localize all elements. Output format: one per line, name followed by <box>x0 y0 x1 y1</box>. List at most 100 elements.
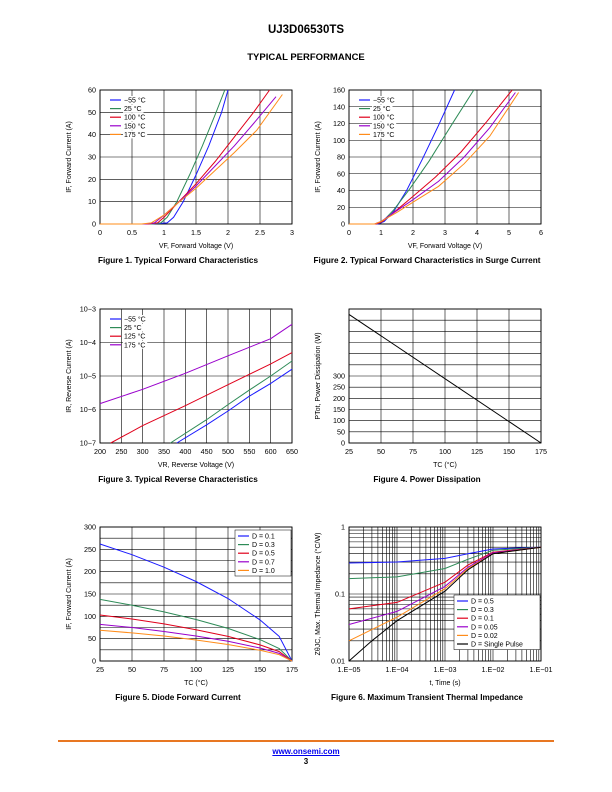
figure-3-chart: 200 250 300 350 400 450 500 550 600 650 10−7 10−6 10… <box>66 305 298 470</box>
figure-5-chart: 25 50 75 100 125 150 175 0 50 100 150 200 250 300 TC (… <box>66 523 298 688</box>
y-tick-label: 40 <box>337 186 345 195</box>
series-group <box>348 313 542 444</box>
x-tick-label: 1.E−02 <box>482 665 505 674</box>
y-tick-label: 60 <box>88 86 96 95</box>
figure-5: 25 50 75 100 125 150 175 0 50 100 150 200 250 300 TC (… <box>53 523 303 714</box>
y-tick-label: 10−7 <box>80 439 96 448</box>
x-tick-label: 50 <box>377 447 385 456</box>
legend-label-bg <box>123 96 148 104</box>
legend-label: 25 °C <box>373 105 391 113</box>
plot-frame <box>348 308 542 444</box>
y-tick-label: 10−3 <box>80 305 96 314</box>
x-tick-label: 75 <box>409 447 417 456</box>
x-tick-label: 4 <box>475 228 479 237</box>
legend-label: D = Single Pulse <box>471 642 523 649</box>
figure-3: 200 250 300 350 400 450 500 550 600 650 10−7 10−6 10… <box>53 305 303 496</box>
legend-label: 125 °C <box>124 333 145 341</box>
legend-label: D = 0.3 <box>471 607 494 614</box>
x-tick-label: 1.E−05 <box>338 665 361 674</box>
series-line-1 <box>99 598 293 662</box>
legend-label: −55 °C <box>373 97 395 105</box>
x-tick-label: 200 <box>94 447 106 456</box>
figure-1-caption: Figure 1. Typical Forward Characteristic… <box>97 256 258 265</box>
y-axis-label: IF, Forward Current (A) <box>66 558 73 630</box>
y-tick-label: 100 <box>84 612 96 621</box>
series-line-2 <box>349 89 513 225</box>
x-tick-label: 2 <box>226 228 230 237</box>
y-tick-label: 200 <box>333 394 345 403</box>
x-tick-label: 125 <box>471 447 483 456</box>
legend-label: 150 °C <box>373 122 394 130</box>
legend-label: 175 °C <box>124 131 145 139</box>
y-tick-label: 150 <box>333 405 345 414</box>
x-tick-label: 25 <box>345 447 353 456</box>
x-tick-label: 1 <box>379 228 383 237</box>
figure-2-caption: Figure 2. Typical Forward Characteristic… <box>313 256 541 265</box>
x-tick-label: 650 <box>286 447 298 456</box>
legend-label: 100 °C <box>373 114 394 122</box>
plot-frame <box>348 89 542 225</box>
y-tick-label: 0 <box>92 220 96 229</box>
y-tick-label: 50 <box>337 427 345 436</box>
figure-2: 0 1 2 3 4 5 6 0 20 40 60 80 100 120 140 160 VF, Forward … <box>302 86 552 277</box>
x-tick-label: 3 <box>443 228 447 237</box>
legend-box <box>453 594 541 650</box>
legend: D = 0.5D = 0.3 D = 0.1D = 0.05 D = 0.02 D =… <box>453 594 541 650</box>
x-tick-label: 250 <box>115 447 127 456</box>
y-tick-label: 0.1 <box>335 590 345 599</box>
legend: D = 0.1D = 0.3 D = 0.5D = 0.7 D = 1.0 <box>234 529 292 577</box>
x-tick-label: 25 <box>96 665 104 674</box>
series-group <box>99 323 293 444</box>
legend-label: −55 °C <box>124 316 146 324</box>
y-tick-label: 60 <box>337 169 345 178</box>
figure-4-chart: 25 50 75 100 125 150 175 0 50 100 150 200 250 300 TC (… <box>315 308 547 469</box>
y-axis-label: PTot, Power Dissipation (W) <box>315 332 322 419</box>
footer-link[interactable]: www.onsemi.com <box>272 747 340 756</box>
legend-label-bg <box>123 104 144 113</box>
legend-label-bg <box>372 96 397 104</box>
x-tick-label: 1.E−04 <box>386 665 409 674</box>
y-tick-label: 100 <box>333 136 345 145</box>
series-group <box>100 89 283 225</box>
series-line-3 <box>348 546 542 625</box>
legend-label: 25 °C <box>124 324 142 332</box>
series-line-4 <box>349 92 520 225</box>
legend-label-bg <box>372 121 397 130</box>
figure-1: 0 0.5 1 1.5 2 2.5 3 0 10 20 30 40 50 60 VF, Forward Vo… <box>53 86 303 277</box>
legend-label-bg <box>372 130 397 139</box>
x-tick-label: 150 <box>254 665 266 674</box>
x-tick-label: 100 <box>439 447 451 456</box>
y-tick-label: 140 <box>333 102 345 111</box>
x-tick-label: 0 <box>98 228 102 237</box>
legend-label: D = 0.1 <box>252 534 275 541</box>
y-tick-label: 250 <box>84 545 96 554</box>
x-tick-label: 350 <box>158 447 170 456</box>
x-tick-label: 150 <box>503 447 515 456</box>
y-tick-label: 300 <box>84 523 96 532</box>
x-axis-label: TC (°C) <box>433 461 457 469</box>
series-line-0 <box>99 543 293 662</box>
y-tick-label: 300 <box>333 372 345 381</box>
legend-label-bg <box>123 340 148 349</box>
legend-label-bg <box>123 121 148 130</box>
grid <box>348 308 542 444</box>
section-title: TYPICAL PERFORMANCE <box>247 52 365 63</box>
x-tick-label: 550 <box>243 447 255 456</box>
series-group <box>99 543 293 662</box>
legend-label-bg <box>123 323 144 332</box>
x-tick-label: 1.E−01 <box>530 665 553 674</box>
series-line-0 <box>176 368 293 444</box>
page-number: 3 <box>303 757 309 766</box>
plot-frame <box>348 526 542 662</box>
legend-label: 100 °C <box>124 114 145 122</box>
y-tick-label: 0 <box>92 657 96 666</box>
x-axis-label: VF, Forward Voltage (V) <box>408 243 482 250</box>
x-tick-label: 175 <box>535 447 547 456</box>
y-tick-label: 80 <box>337 153 345 162</box>
y-tick-label: 120 <box>333 119 345 128</box>
legend-label-bg <box>123 130 148 139</box>
x-tick-label: 75 <box>160 665 168 674</box>
legend-label: D = 1.0 <box>252 568 275 575</box>
